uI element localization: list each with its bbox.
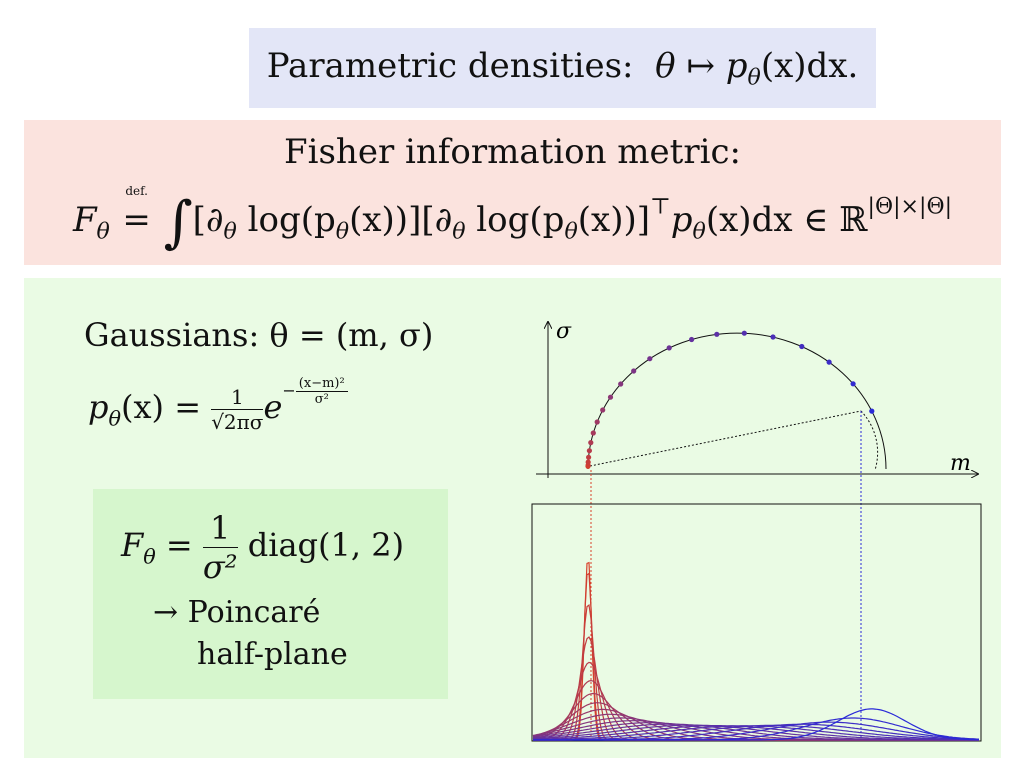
geodesic-point — [714, 331, 720, 337]
p-tail: p — [670, 200, 693, 240]
m-axis-label: m — [950, 451, 971, 476]
summary-F: F — [121, 526, 144, 564]
partial-sub-2: θ — [452, 218, 466, 245]
geodesic-points — [585, 330, 875, 469]
exp-num: (x−m)² — [295, 376, 348, 392]
title-banner: Parametric densities: θ ↦ pθ(x)dx. — [249, 28, 876, 108]
summary-eq: = — [155, 526, 203, 564]
pdf-p: p — [88, 388, 109, 426]
geodesic-point — [600, 407, 606, 413]
summary-frac-den: σ² — [202, 548, 238, 586]
summary-half-plane: half-plane — [197, 637, 348, 672]
summary-diag: diag(1, 2) — [237, 526, 405, 564]
pdf-frac-num: 1 — [211, 385, 264, 410]
log-part-1: log(p — [236, 200, 336, 240]
sigma-axis-label: σ — [556, 319, 572, 344]
fisher-formula: Fθ def. = ∫[∂θ log(pθ(x))][∂θ log(pθ(x))]… — [24, 184, 1001, 255]
integrand-open: [∂ — [192, 200, 224, 240]
geodesic-point — [585, 459, 591, 465]
pdf-p-sub: θ — [108, 406, 122, 431]
title-paren: (x)dx. — [760, 46, 859, 86]
density-curve — [533, 724, 979, 741]
geodesic-point — [689, 336, 695, 343]
p-sub-1: θ — [335, 218, 350, 245]
p-sub-3: θ — [692, 218, 706, 245]
fisher-metric-panel: Fisher information metric: Fθ def. = ∫[∂θ… — [24, 120, 1001, 265]
fisher-lhs-sub: θ — [96, 218, 110, 245]
integral-sign: ∫ — [163, 190, 193, 255]
geodesic-point — [799, 343, 805, 350]
summary-fraction: 1 σ² — [202, 509, 238, 586]
geodesic-point — [618, 381, 624, 387]
geodesic-point — [770, 334, 776, 340]
geodesic-arc — [587, 332, 887, 470]
fisher-lhs: F — [72, 200, 97, 240]
geodesic-point — [590, 430, 596, 436]
geodesic-point — [666, 345, 672, 351]
x-part-1: (x))][∂ — [349, 200, 453, 240]
geodesic-point — [869, 408, 875, 414]
title-theta: θ — [655, 46, 676, 86]
fisher-heading: Fisher information metric: — [284, 132, 741, 172]
geodesic-point — [607, 394, 614, 400]
title-p: p — [725, 46, 748, 86]
exp-fraction: (x−m)² σ² — [295, 376, 348, 407]
pdf-frac-den: √2πσ — [211, 410, 264, 434]
pdf-exponent: − (x−m)² σ² — [282, 376, 348, 407]
partial-sub-1: θ — [223, 218, 237, 245]
radius-arc — [860, 410, 879, 471]
title-prefix: Parametric densities: — [266, 46, 634, 86]
summary-arrow-line: → Poincaré — [153, 595, 321, 630]
geodesic-point — [826, 359, 832, 365]
def-equals: def. = — [122, 184, 151, 240]
summary-panel: Fθ = 1 σ² diag(1, 2) → Poincaré half-plan… — [93, 489, 448, 699]
gaussians-line: Gaussians: θ = (m, σ) — [84, 316, 434, 354]
fisher-tail: (x)dx ∈ ℝ — [705, 200, 868, 240]
pdf-exp-base: e — [263, 388, 283, 426]
summary-frac-num: 1 — [202, 509, 238, 548]
exp-den: σ² — [314, 392, 329, 407]
density-curve — [533, 561, 979, 741]
p-sub-2: θ — [564, 218, 578, 245]
density-frame — [531, 503, 982, 742]
title-text: Parametric densities: θ ↦ pθ(x)dx. — [249, 46, 876, 91]
gaussian-pdf: pθ(x) = 1 √2πσ e− (x−m)² σ² — [88, 376, 348, 434]
def-label: def. — [125, 184, 148, 198]
pdf-x: (x) = — [121, 388, 212, 426]
geodesic-point — [631, 368, 637, 374]
density-curve — [533, 708, 979, 741]
geodesic-point — [586, 448, 593, 454]
density-curves — [532, 561, 980, 741]
title-mapsto: ↦ — [686, 46, 715, 86]
summary-formula: Fθ = 1 σ² diag(1, 2) — [121, 509, 404, 586]
x-part-2: (x))] — [577, 200, 650, 240]
geodesic-point — [647, 356, 653, 362]
transpose: ⊤ — [650, 193, 671, 220]
title-p-subscript: θ — [747, 64, 761, 91]
geodesic-point — [594, 419, 600, 425]
geodesic-point — [586, 454, 592, 460]
geodesic-point — [588, 440, 594, 446]
chord-line — [589, 410, 862, 467]
fisher-dims: |Θ|×|Θ| — [867, 193, 953, 220]
log-part-2: log(p — [465, 200, 565, 240]
pdf-fraction: 1 √2πσ — [211, 385, 264, 434]
geodesic-point — [850, 381, 856, 387]
geodesic-point — [741, 330, 747, 336]
summary-F-sub: θ — [143, 544, 156, 569]
exp-sign: − — [282, 381, 296, 400]
